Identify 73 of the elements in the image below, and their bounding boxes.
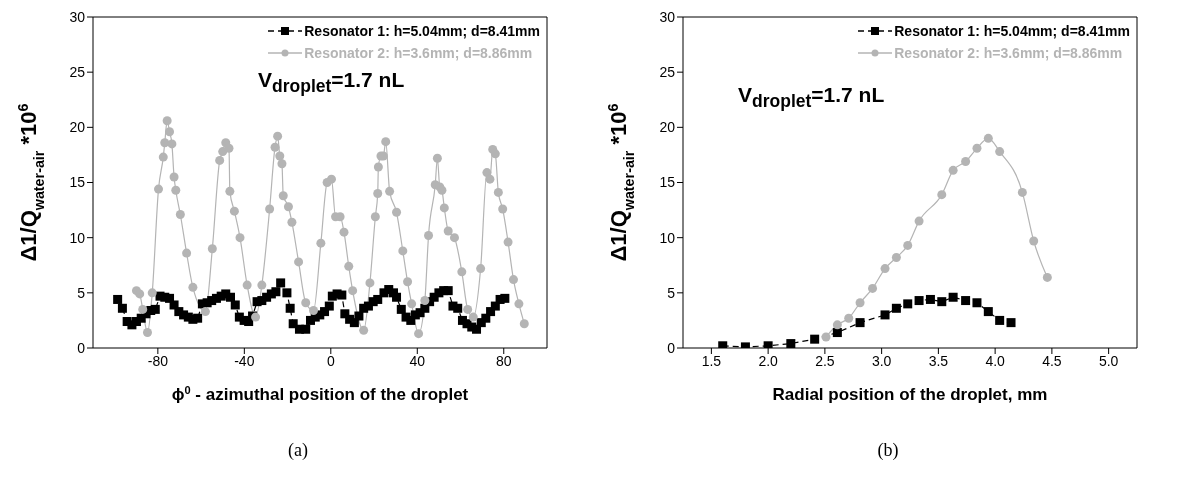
- point: [961, 157, 971, 167]
- point: [763, 341, 773, 348]
- y-tick-label: 10: [659, 229, 676, 246]
- point: [868, 283, 878, 293]
- x-tick-label: 2.0: [758, 352, 779, 369]
- point: [786, 339, 796, 348]
- point: [948, 292, 958, 302]
- legend-label: Resonator 1: h=5.04mm; d=8.41mm: [894, 23, 1130, 39]
- annotation: V$_{droplet}$=1.7 nL: [258, 68, 405, 98]
- point: [855, 318, 865, 328]
- y-tick-label: 0: [77, 339, 86, 356]
- y-tick-label: 5: [77, 284, 86, 301]
- y-tick-label: 25: [69, 64, 86, 81]
- point: [810, 334, 820, 344]
- point: [937, 190, 947, 200]
- point: [844, 313, 854, 323]
- point: [972, 143, 982, 153]
- y-tick-label: 30: [659, 8, 676, 25]
- text: (a): [287, 440, 309, 461]
- y-tick-label: 15: [659, 174, 676, 191]
- annotation: V$_{droplet}$=1.7 nL: [738, 83, 885, 113]
- legend-label: Resonator 2: h=3.6mm; d=8.86mm: [304, 45, 533, 61]
- x-tick-label: 2.5: [815, 352, 835, 369]
- point: [718, 341, 728, 348]
- point: [914, 216, 924, 226]
- legend-label: Resonator 2: h=3.6mm; d=8.86mm: [894, 45, 1123, 61]
- point: [821, 332, 831, 342]
- point: [925, 294, 935, 304]
- x-axis-title: Radial position of the droplet, mm: [772, 385, 1048, 404]
- x-tick-label: 40: [409, 352, 426, 369]
- y-tick-label: 25: [659, 64, 676, 81]
- point: [832, 328, 842, 338]
- x-tick-label: -40: [234, 352, 255, 369]
- x-tick-label: 4.5: [1042, 352, 1062, 369]
- x-tick-label: 5.0: [1098, 352, 1119, 369]
- point: [1006, 318, 1016, 328]
- point: [880, 310, 890, 320]
- point: [832, 320, 842, 330]
- point: [880, 264, 890, 274]
- y-tick-label: 15: [69, 174, 86, 191]
- x-tick-label: 3.5: [928, 352, 949, 369]
- x-tick-label: 1.5: [701, 352, 722, 369]
- point: [855, 298, 865, 308]
- x-tick-label: 3.0: [871, 352, 892, 369]
- point: [995, 315, 1005, 325]
- legend-label: Resonator 1: h=5.04mm; d=8.41mm: [304, 23, 540, 39]
- point: [972, 298, 982, 308]
- text: (b): [876, 440, 900, 461]
- x-axis-title: ϕ$^{0}$ - azimuthal position of the droplet: [171, 384, 469, 404]
- y-tick-label: 30: [69, 8, 86, 25]
- x-tick-label: 80: [495, 352, 512, 369]
- point: [1029, 236, 1039, 246]
- y-tick-label: 10: [69, 229, 86, 246]
- point: [1042, 272, 1052, 282]
- point: [914, 296, 924, 306]
- point: [903, 299, 913, 309]
- point: [995, 147, 1005, 157]
- y-tick-label: 0: [667, 339, 676, 356]
- point: [891, 253, 901, 263]
- x-tick-label: -80: [147, 352, 169, 369]
- point: [1017, 187, 1027, 197]
- y-tick-label: 5: [667, 284, 676, 301]
- x-tick-label: 0: [326, 352, 335, 369]
- point: [961, 296, 971, 306]
- point: [903, 240, 913, 250]
- y-tick-label: 20: [659, 119, 676, 136]
- point: [983, 133, 993, 143]
- point: [948, 165, 958, 175]
- point: [891, 303, 901, 313]
- point: [983, 307, 993, 317]
- x-tick-label: 4.0: [985, 352, 1006, 369]
- point: [937, 297, 947, 307]
- y-tick-label: 20: [69, 119, 86, 136]
